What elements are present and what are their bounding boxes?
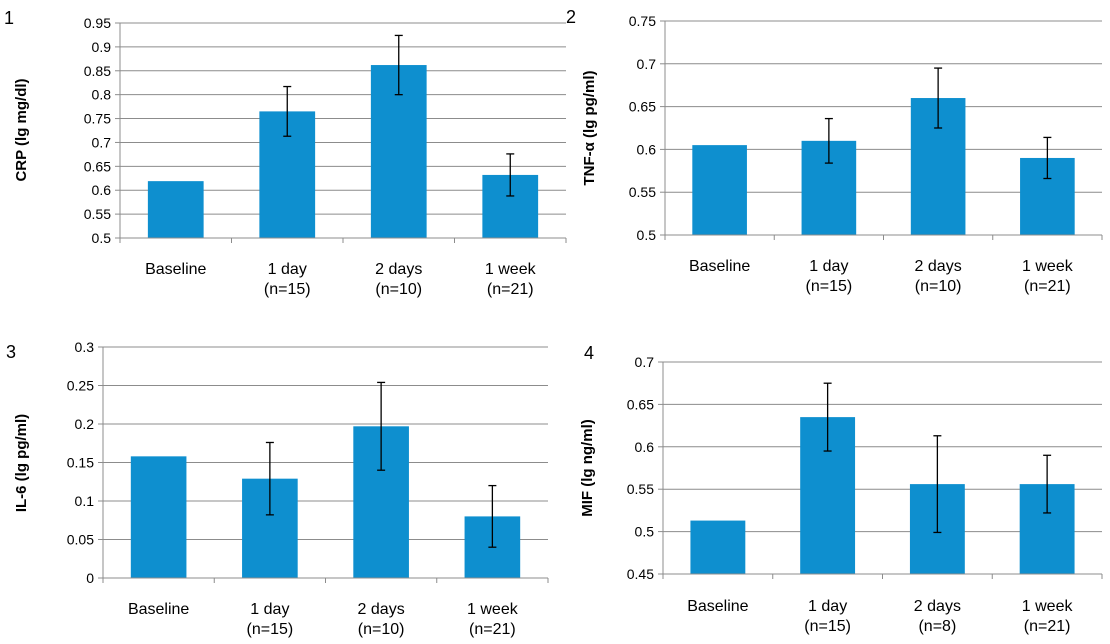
chart-4-y-tick-label: 0.45 [627, 566, 654, 582]
chart-1-y-tick-label: 0.6 [92, 182, 112, 198]
chart-2-category-label: Baseline [689, 258, 750, 275]
chart-2-category-label: (n=10) [915, 278, 962, 295]
chart-1-y-tick-label: 0.8 [92, 87, 112, 103]
chart-4-category-label: (n=21) [1024, 618, 1071, 635]
chart-1-category-label: (n=15) [264, 281, 311, 298]
chart-1-y-tick-label: 0.5 [92, 230, 112, 246]
chart-4-y-tick-label: 0.6 [635, 439, 655, 455]
chart-3-y-tick-label: 0.2 [75, 416, 95, 432]
chart-2-category-label: 1 day [809, 258, 848, 275]
chart-4-category-label: 1 day [808, 598, 847, 615]
chart-2-y-tick-label: 0.5 [637, 227, 657, 243]
chart-3-bar [130, 456, 187, 578]
chart-2-category-label: (n=21) [1024, 278, 1071, 295]
chart-1-category-label: (n=10) [375, 281, 422, 298]
chart-3-y-tick-label: 0.25 [67, 378, 94, 394]
chart-4-y-axis-label: MIF (lg ng/ml) [579, 419, 596, 516]
chart-2-bar [692, 145, 747, 235]
chart-4-category-label: 1 week [1022, 598, 1074, 615]
chart-3-y-tick-label: 0.1 [75, 493, 95, 509]
chart-1-y-tick-label: 0.65 [84, 158, 111, 174]
chart-1-y-axis-label: CRP (lg mg/dl) [13, 78, 30, 181]
chart-1-category-label: 2 days [375, 261, 422, 278]
chart-3-y-tick-label: 0 [86, 570, 94, 586]
chart-3-category-label: (n=15) [247, 621, 294, 638]
chart-4-y-tick-label: 0.65 [627, 396, 654, 412]
chart-3-y-tick-label: 0.05 [67, 532, 94, 548]
chart-3-y-axis-label: IL-6 (lg pg/ml) [13, 414, 30, 512]
chart-2-panel-number: 2 [566, 7, 576, 27]
chart-1-panel-number: 1 [4, 8, 14, 28]
chart-2-y-tick-label: 0.7 [637, 56, 657, 72]
chart-1-y-tick-label: 0.7 [92, 134, 112, 150]
chart-1-y-tick-label: 0.75 [84, 111, 111, 127]
chart-3-category-label: (n=10) [358, 621, 405, 638]
chart-3-category-label: 1 day [250, 601, 289, 618]
chart-2-category-label: (n=15) [806, 278, 853, 295]
chart-1-y-tick-label: 0.95 [84, 15, 111, 31]
chart-3-panel-number: 3 [6, 342, 16, 362]
chart-1-category-label: (n=21) [487, 281, 534, 298]
chart-2-category-label: 1 week [1022, 258, 1074, 275]
chart-3-category-label: Baseline [128, 601, 189, 618]
chart-1-y-tick-label: 0.55 [84, 206, 111, 222]
chart-1-category-label: 1 day [268, 261, 307, 278]
chart-2-y-tick-label: 0.6 [637, 141, 657, 157]
chart-4-y-tick-label: 0.5 [635, 524, 655, 540]
chart-2-category-label: 2 days [915, 258, 962, 275]
chart-4-panel-number: 4 [584, 343, 594, 363]
chart-4-y-tick-label: 0.55 [627, 481, 654, 497]
chart-3-category-label: 2 days [358, 601, 405, 618]
chart-3-y-tick-label: 0.15 [67, 455, 94, 471]
chart-2-y-tick-label: 0.75 [629, 13, 656, 29]
chart-1-bar [147, 181, 204, 238]
chart-1-category-label: 1 week [485, 261, 537, 278]
chart-4-category-label: 2 days [914, 598, 961, 615]
chart-3-category-label: 1 week [467, 601, 519, 618]
chart-1-category-label: Baseline [145, 261, 206, 278]
chart-3-category-label: (n=21) [469, 621, 516, 638]
chart-4-category-label: (n=8) [918, 618, 956, 635]
chart-4-y-tick-label: 0.7 [635, 354, 655, 370]
chart-2-y-tick-label: 0.65 [629, 99, 656, 115]
chart-1-y-tick-label: 0.85 [84, 63, 111, 79]
chart-2-y-tick-label: 0.55 [629, 184, 656, 200]
chart-4-bar [690, 520, 746, 574]
chart-4-category-label: Baseline [687, 598, 748, 615]
chart-1-y-tick-label: 0.9 [92, 39, 112, 55]
chart-2-y-axis-label: TNF-α (lg pg/ml) [581, 70, 598, 185]
chart-4-category-label: (n=15) [804, 618, 851, 635]
chart-3-y-tick-label: 0.3 [75, 339, 95, 355]
